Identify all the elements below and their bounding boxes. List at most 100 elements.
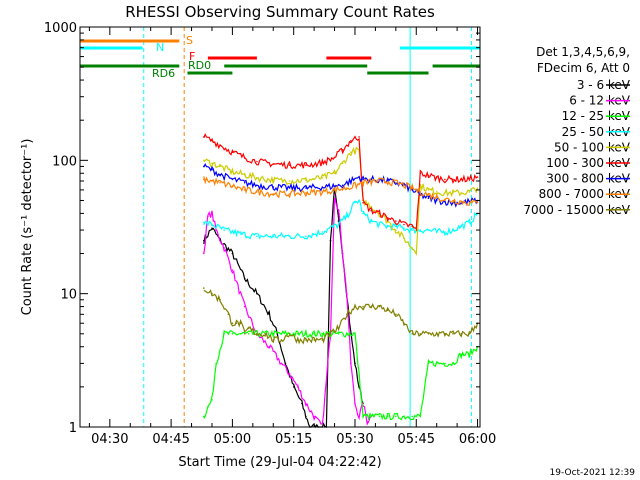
legend-header-line-1: Det 1,3,4,5,6,9, (536, 45, 630, 59)
series-0-point-3 (231, 252, 234, 255)
series-7-point-0 (203, 178, 205, 181)
series-1-point-0 (203, 252, 205, 255)
series-8-point-10 (264, 333, 266, 335)
series-8-point-16 (313, 339, 315, 341)
series-3-point-25 (460, 225, 463, 228)
series-2-point-0 (203, 415, 205, 418)
series-5-point-4 (243, 156, 246, 159)
series-7-point-26 (468, 202, 471, 204)
series-3-point-23 (444, 231, 446, 233)
series-2-point-26 (403, 415, 405, 418)
series-3-point-0 (203, 222, 205, 224)
series-1-point-6 (243, 305, 246, 308)
series-5-point-23 (427, 174, 430, 177)
series-1-point-21 (354, 402, 356, 405)
series-1-point-17 (337, 209, 340, 212)
series-0-point-10 (301, 402, 303, 405)
y-axis-label: Count Rate (s⁻¹ detector⁻¹) (20, 139, 35, 316)
series-4-point-9 (321, 177, 324, 179)
series-7-point-22 (435, 196, 438, 198)
series-5-point-3 (231, 151, 234, 153)
series-7-point-12 (358, 183, 360, 186)
series-6-point-9 (321, 186, 324, 188)
series-6-point-7 (288, 187, 291, 189)
y-tick-label-2: 100 (52, 154, 77, 169)
series-8-point-28 (411, 333, 414, 335)
series-4-point-27 (460, 192, 463, 194)
series-5-point-27 (460, 178, 463, 181)
series-4-point-21 (415, 249, 418, 252)
series-3-point-21 (427, 229, 430, 231)
series-7-point-4 (243, 189, 246, 191)
series-6-point-22 (427, 197, 430, 199)
series-5-point-26 (452, 178, 454, 181)
series-8-point-18 (329, 333, 332, 335)
flag-label-f: F (189, 50, 195, 63)
series-8-point-30 (427, 333, 430, 335)
series-6-point-4 (243, 181, 246, 184)
series-6-point-11 (341, 184, 344, 187)
series-4-point-26 (452, 192, 454, 194)
series-5-point-22 (419, 172, 422, 175)
series-1-point-12 (305, 402, 307, 405)
series-line-4 (203, 146, 479, 256)
series-2-point-33 (460, 353, 463, 356)
series-3-point-1 (211, 223, 213, 226)
series-0-point-6 (268, 313, 271, 316)
series-3-point-2 (223, 229, 225, 231)
series-6-point-1 (211, 168, 213, 171)
series-4-point-20 (411, 247, 414, 249)
x-tick-label-4: 05:30 (336, 432, 373, 447)
series-8-point-33 (452, 333, 454, 335)
series-2-point-2 (211, 399, 213, 401)
series-8-point-29 (419, 333, 422, 335)
series-8-point-27 (403, 322, 405, 325)
series-3-point-17 (395, 225, 397, 228)
series-0-point-15 (329, 239, 332, 242)
series-4-point-6 (272, 179, 275, 181)
series-2-point-29 (427, 362, 430, 365)
series-8-point-1 (211, 292, 213, 295)
series-1-point-10 (288, 373, 291, 375)
chart-title: RHESSI Observing Summary Count Rates (125, 3, 435, 21)
series-8-point-0 (203, 287, 205, 289)
series-8-point-31 (435, 333, 438, 335)
series-3-point-19 (411, 229, 414, 231)
series-6-point-2 (219, 173, 221, 176)
y-tick-label-3: 1000 (44, 21, 77, 36)
series-4-point-2 (219, 165, 221, 168)
series-8-point-5 (235, 322, 238, 325)
series-5-point-20 (411, 225, 414, 228)
series-2-point-31 (444, 362, 446, 365)
series-3-point-24 (452, 229, 454, 231)
x-tick-label-5: 05:45 (398, 432, 435, 447)
series-5-point-25 (444, 178, 446, 181)
series-5-point-15 (370, 209, 373, 212)
series-5-point-9 (321, 161, 324, 164)
series-7-point-18 (403, 184, 405, 187)
series-line-6 (203, 162, 479, 208)
series-2-point-27 (411, 415, 414, 418)
series-3-point-16 (386, 225, 389, 228)
series-3-point-14 (370, 220, 373, 222)
legend-entry-6: 300 - 800 keV (546, 172, 630, 186)
series-0-point-4 (243, 277, 246, 280)
series-6-point-12 (350, 180, 352, 182)
series-1-point-1 (207, 215, 209, 218)
series-5-point-14 (362, 202, 364, 204)
series-4-point-25 (444, 192, 446, 194)
series-0-point-1 (211, 227, 213, 229)
series-2-point-15 (313, 333, 315, 335)
series-2-point-4 (223, 333, 225, 335)
axes: 1 10 100 1000 04:30 04:45 05:00 05:15 05:30 05:45… (44, 21, 496, 447)
series-0-point-9 (292, 386, 295, 388)
legend-entry-0: 3 - 6 keV (577, 78, 631, 92)
series-0-point-5 (256, 292, 258, 295)
series-8-point-25 (386, 309, 389, 312)
series-4-point-8 (305, 179, 307, 181)
series-1-point-22 (358, 415, 360, 418)
series-2-point-6 (239, 333, 242, 335)
series-1-point-24 (366, 420, 369, 423)
series-6-point-24 (444, 200, 446, 203)
legend-entry-2: 12 - 25 keV (562, 109, 631, 123)
